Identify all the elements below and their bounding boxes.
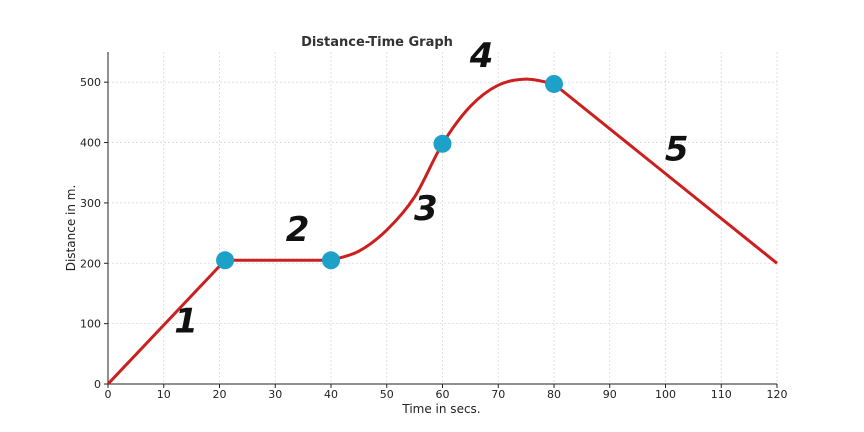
y-tick-label: 500 <box>80 76 101 89</box>
x-tick-label: 80 <box>547 388 561 401</box>
x-tick-label: 0 <box>105 388 112 401</box>
y-tick-label: 100 <box>80 318 101 331</box>
x-tick-label: 60 <box>436 388 450 401</box>
segment-label: 4 <box>469 36 494 76</box>
segment-label: 1 <box>174 302 198 342</box>
x-tick-label: 20 <box>213 388 227 401</box>
segment-label: 3 <box>414 189 438 229</box>
chart-title: Distance-Time Graph <box>301 35 453 50</box>
y-axis-label: Distance in m. <box>64 185 78 272</box>
grid <box>107 52 778 385</box>
x-tick-label: 10 <box>157 388 171 401</box>
y-tick-label: 0 <box>94 378 101 391</box>
segment-label: 2 <box>286 210 310 250</box>
x-tick-label: 70 <box>491 388 505 401</box>
data-point-marker <box>545 74 563 93</box>
x-tick-label: 90 <box>603 388 617 401</box>
markers-layer <box>216 74 563 270</box>
x-tick-label: 40 <box>324 388 338 401</box>
data-point-marker <box>322 251 340 270</box>
y-tick-label: 200 <box>80 257 101 270</box>
x-tick-label: 30 <box>268 388 282 401</box>
x-tick-label: 100 <box>655 388 676 401</box>
x-tick-label: 50 <box>380 388 394 401</box>
data-point-marker <box>433 134 452 153</box>
x-axis-label: Time in secs. <box>401 402 480 416</box>
data-point-marker <box>216 251 235 270</box>
x-tick-label: 110 <box>711 388 732 401</box>
annotations-layer: 1 2 3 4 5 <box>174 36 688 342</box>
segment-label: 5 <box>665 130 689 170</box>
ticks: 0 10 20 30 40 50 60 70 80 90 100 110 120 0 100 200 300 40… <box>80 76 788 401</box>
x-tick-label: 120 <box>767 388 788 401</box>
y-tick-label: 400 <box>80 137 101 150</box>
y-tick-label: 300 <box>80 197 101 210</box>
